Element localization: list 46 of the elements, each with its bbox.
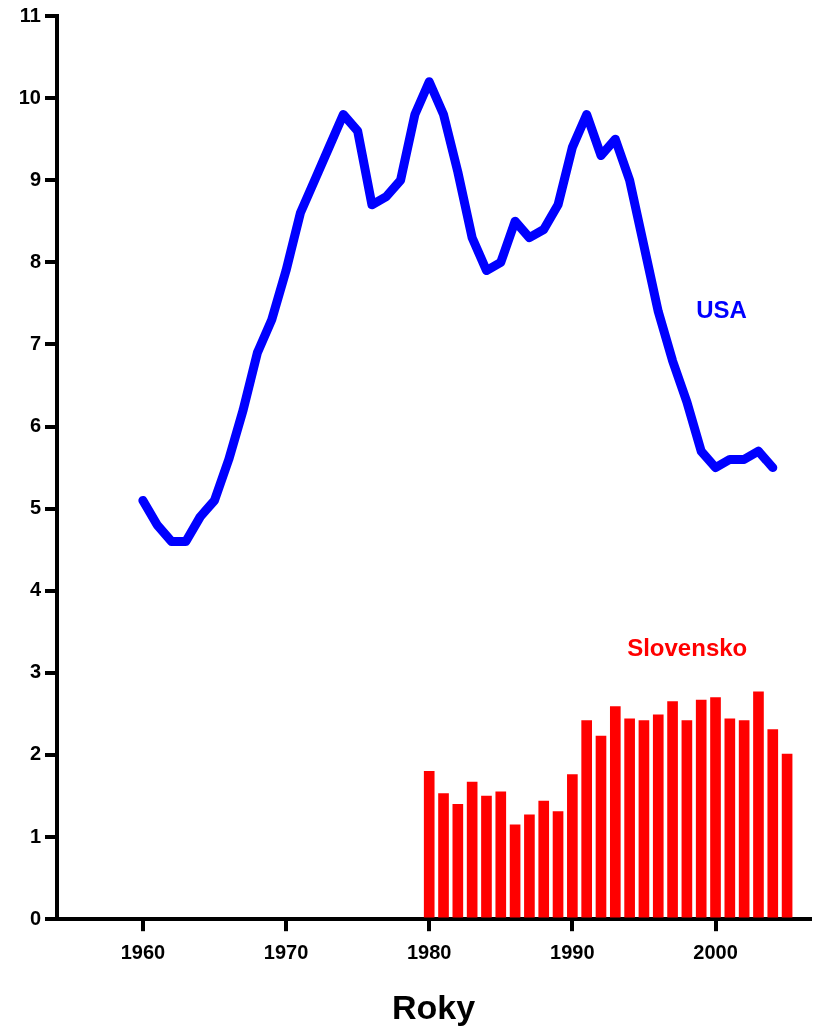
bar — [724, 718, 736, 918]
y-tick-label: 10 — [18, 85, 41, 108]
y-tick-label: 3 — [29, 660, 41, 683]
y-tick-label: 6 — [29, 414, 41, 437]
y-tick-label: 5 — [29, 496, 41, 519]
x-tick-label: 2000 — [693, 940, 738, 963]
y-tick-label: 9 — [29, 167, 41, 190]
bar — [452, 803, 464, 918]
x-tick-label: 1960 — [120, 940, 166, 963]
y-tick-label: 8 — [29, 249, 41, 272]
bar — [681, 720, 693, 918]
bar — [638, 720, 650, 918]
bar — [738, 720, 750, 918]
bar — [481, 795, 492, 918]
y-tick-label: 4 — [29, 578, 42, 601]
y-tick-label: 0 — [29, 906, 41, 929]
x-tick-label: 1970 — [263, 940, 309, 963]
x-tick-label: 1990 — [550, 940, 595, 963]
y-tick-label: 2 — [29, 742, 41, 765]
y-tick-label: 1 — [29, 824, 41, 847]
bar — [753, 691, 764, 918]
bar — [466, 781, 478, 918]
bar — [695, 699, 707, 918]
x-tick-label: 1980 — [406, 940, 452, 963]
bar — [524, 814, 535, 918]
y-tick-label: 7 — [29, 331, 41, 354]
bar — [595, 735, 607, 918]
bar — [652, 714, 664, 918]
y-tick-label: 11 — [19, 3, 41, 26]
bar — [423, 771, 435, 918]
bar — [538, 800, 550, 918]
bar — [438, 793, 449, 918]
bar — [781, 753, 793, 918]
x-axis-title: Roky — [391, 987, 476, 1026]
bar — [710, 697, 721, 918]
bar — [495, 791, 507, 918]
bar — [767, 729, 779, 918]
bar — [609, 706, 621, 918]
bar — [509, 824, 521, 918]
series-label: USA — [696, 296, 747, 324]
bar — [581, 720, 593, 918]
bar — [624, 718, 635, 918]
bar — [667, 701, 678, 918]
bar — [552, 811, 564, 918]
series-label: Slovensko — [627, 634, 748, 662]
bar — [567, 774, 578, 918]
